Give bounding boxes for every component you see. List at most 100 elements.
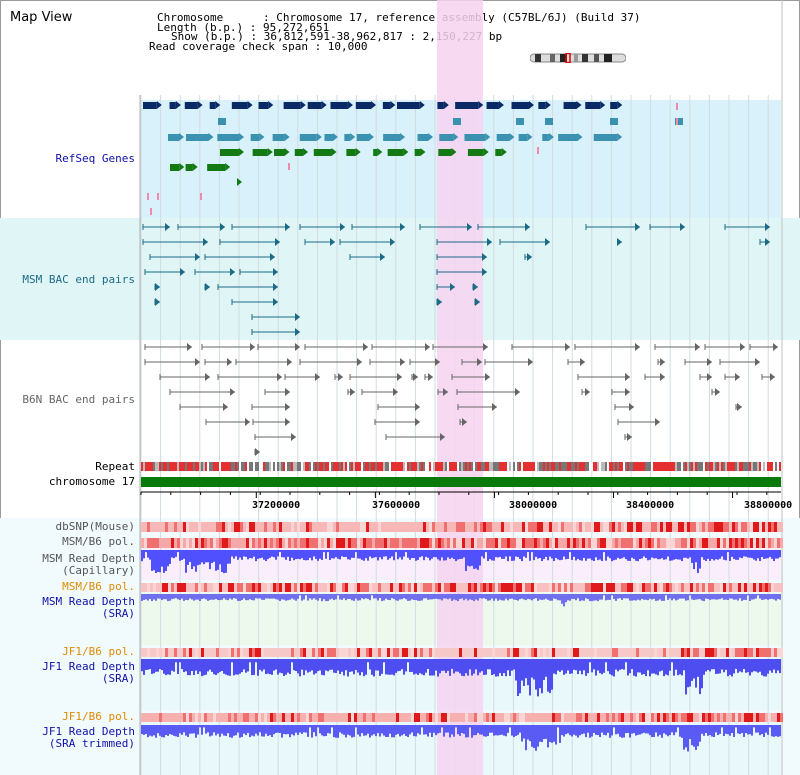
bac-arrow — [295, 343, 300, 351]
jf1-sra-depth — [541, 659, 543, 694]
jf1-pol-trim-cell — [330, 713, 333, 722]
jf1-trim-depth — [639, 725, 641, 735]
jf1-trim-depth — [439, 725, 441, 733]
gene-arrow — [420, 148, 426, 156]
dbsnp-cell — [723, 522, 726, 532]
jf1-pol-cell — [348, 648, 351, 657]
repeat-segment — [437, 462, 439, 471]
msm-pol-cell — [243, 538, 246, 548]
jf1-trim-depth — [545, 725, 547, 739]
dbsnp-cell — [534, 522, 537, 532]
msm-cap-depth — [259, 550, 261, 559]
gene-arrow — [509, 133, 515, 141]
jf1-trim-depth — [259, 725, 261, 733]
jf1-sra-depth — [537, 659, 539, 697]
msm-pol-sra-cell — [294, 583, 297, 592]
repeat-segment — [451, 462, 453, 471]
jf1-trim-depth — [155, 725, 157, 738]
gene-block — [274, 149, 285, 156]
chromosome-ideogram[interactable] — [530, 53, 626, 63]
jf1-pol-cell — [396, 648, 399, 657]
jf1-pol-trim-cell — [654, 713, 657, 722]
msm-pol-sra-cell — [510, 583, 513, 592]
msm-pol-sra-cell — [318, 583, 321, 592]
track-label-refseq[interactable]: RefSeq Genes — [55, 152, 135, 165]
jf1-pol-trim-cell — [141, 713, 144, 722]
msm-sra-depth — [433, 594, 435, 599]
dbsnp-cell — [246, 522, 249, 532]
repeat-segment — [499, 462, 501, 471]
msm-pol-sra-cell — [378, 583, 381, 592]
msm-cap-depth — [275, 550, 277, 560]
jf1-trim-depth — [243, 725, 245, 734]
msm-cap-depth — [349, 550, 351, 560]
repeat-segment — [761, 462, 763, 471]
jf1-sra-depth — [561, 659, 563, 671]
msm-pol-sra-cell — [558, 583, 561, 592]
jf1-pol-cell — [360, 648, 363, 657]
msm-cap-depth — [221, 550, 223, 573]
track-label-msm-bac[interactable]: MSM BAC end pairs — [22, 273, 135, 286]
g — [719, 358, 760, 366]
jf1-pol-cell — [324, 648, 327, 657]
msm-pol-cell — [414, 538, 417, 548]
gene-block — [272, 134, 285, 141]
msm-sra-depth — [703, 594, 705, 602]
msm-sra-depth — [223, 594, 225, 599]
msm-pol-sra-cell — [420, 583, 423, 592]
jf1-pol-cell — [690, 648, 693, 657]
dbsnp-cell — [153, 522, 156, 532]
jf1-sra-depth — [521, 659, 523, 681]
repeat-segment — [207, 462, 209, 471]
jf1-trim-depth — [275, 725, 277, 733]
msm-sra-depth — [537, 594, 539, 601]
dbsnp-cell — [561, 522, 564, 532]
jf1-trim-depth — [179, 725, 181, 734]
jf1-trim-depth — [261, 725, 263, 737]
msm-cap-depth — [283, 550, 285, 558]
jf1-trim-depth — [519, 725, 521, 733]
jf1-sra-depth — [321, 659, 323, 675]
jf1-pol-trim-cell — [702, 713, 705, 722]
dbsnp-cell — [219, 522, 222, 532]
msm-cap-depth — [339, 550, 341, 560]
jf1-pol-cell — [240, 648, 243, 657]
jf1-pol-cell — [480, 648, 483, 657]
msm-sra-depth — [347, 594, 349, 599]
jf1-sra-depth — [205, 659, 207, 675]
msm-pol-cell — [552, 538, 555, 548]
g — [377, 403, 420, 411]
jf1-pol-cell — [426, 648, 429, 657]
msm-cap-depth — [379, 550, 381, 558]
track-label-b6n-bac[interactable]: B6N BAC end pairs — [22, 393, 135, 406]
msm-cap-depth — [669, 550, 671, 561]
msm-pol-sra-cell — [708, 583, 711, 592]
jf1-trim-depth — [753, 725, 755, 728]
jf1-sra-depth — [763, 659, 765, 677]
msm-cap-depth — [595, 550, 597, 558]
jf1-pol-trim-cell — [303, 713, 306, 722]
g — [351, 223, 405, 231]
bac-arrow — [528, 358, 533, 366]
jf1-trim-depth — [775, 725, 777, 737]
bac-arrow — [485, 373, 490, 381]
jf1-pol-trim-cell — [777, 713, 780, 722]
jf1-sra-depth — [479, 659, 481, 673]
msm-sra-depth — [147, 594, 149, 601]
jf1-trim-depth — [681, 725, 683, 738]
bac-arrow — [765, 223, 770, 231]
msm-pol-cell — [465, 538, 468, 548]
bac-arrow — [462, 418, 467, 426]
msm-cap-depth — [215, 550, 217, 571]
gene-block — [356, 134, 369, 141]
repeat-segment — [591, 462, 593, 471]
bac-arrow — [585, 388, 590, 396]
msm-pol-cell — [363, 538, 366, 548]
jf1-pol-cell — [714, 648, 717, 657]
msm-cap-depth — [249, 550, 251, 559]
jf1-trim-depth — [217, 725, 219, 734]
msm-sra-depth — [259, 594, 261, 599]
msm-pol-sra-cell — [348, 583, 351, 592]
jf1-trim-depth — [611, 725, 613, 736]
